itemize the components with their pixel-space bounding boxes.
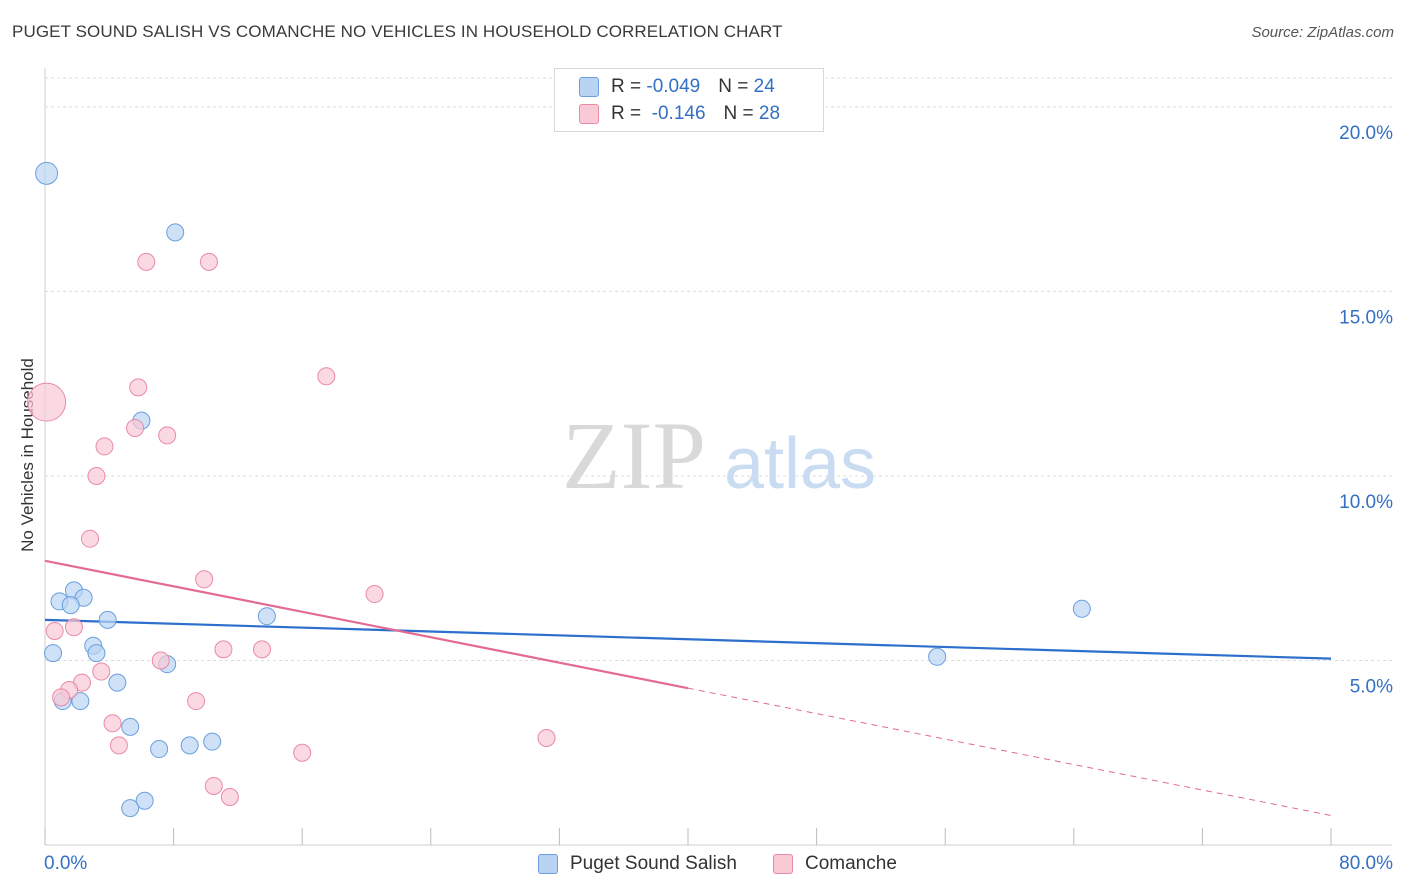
data-point-salish: [1072, 599, 1091, 618]
y-tick-label: 10.0%: [1339, 492, 1393, 513]
data-point-comanche: [151, 651, 170, 670]
bottom-legend-label-salish: Puget Sound Salish: [570, 853, 737, 874]
legend-swatch-comanche: [579, 104, 599, 124]
data-point-salish: [180, 736, 199, 755]
data-point-comanche: [27, 382, 67, 422]
trend-line-pink: [44, 559, 689, 690]
bottom-legend-label-comanche: Comanche: [805, 853, 897, 874]
legend-row-comanche: R = -0.146 N = 28: [579, 102, 780, 126]
watermark: ZIP atlas: [562, 402, 876, 509]
bottom-legend-salish: Puget Sound Salish: [538, 852, 737, 876]
data-point-comanche: [214, 640, 233, 659]
data-point-comanche: [158, 426, 177, 445]
watermark-atlas: atlas: [724, 424, 876, 504]
trend-line-dashed-pink: [687, 687, 1332, 816]
data-point-salish: [203, 732, 222, 751]
trend-line-blue: [44, 618, 1332, 660]
data-point-comanche: [95, 437, 114, 456]
data-point-salish: [108, 673, 127, 692]
data-point-comanche: [204, 776, 223, 795]
legend-swatch-salish: [579, 77, 599, 97]
legend-n-label: N =: [718, 76, 754, 97]
axes: [44, 68, 1392, 846]
data-point-salish: [150, 740, 169, 759]
data-point-salish: [87, 644, 106, 663]
data-point-comanche: [45, 621, 64, 640]
data-point-comanche: [64, 618, 83, 637]
bottom-legend-comanche: Comanche: [773, 852, 897, 876]
data-point-salish: [166, 223, 185, 242]
data-point-comanche: [293, 743, 312, 762]
data-point-salish: [98, 610, 117, 629]
data-point-salish: [121, 799, 140, 818]
data-point-salish: [71, 692, 90, 711]
data-point-comanche: [537, 728, 556, 747]
data-point-comanche: [126, 418, 145, 437]
x-tick-label: 80.0%: [1339, 853, 1393, 874]
data-point-comanche: [195, 570, 214, 589]
data-point-comanche: [129, 378, 148, 397]
chart-title: PUGET SOUND SALISH VS COMANCHE NO VEHICL…: [12, 22, 783, 41]
watermark-zip: ZIP: [562, 402, 706, 509]
y-tick-label: 20.0%: [1339, 123, 1393, 144]
data-point-comanche: [52, 688, 71, 707]
data-point-comanche: [220, 788, 239, 807]
data-point-salish: [257, 607, 276, 626]
data-point-comanche: [81, 529, 100, 548]
source-credit: Source: ZipAtlas.com: [1251, 24, 1394, 41]
data-point-comanche: [365, 585, 384, 604]
data-point-comanche: [199, 252, 218, 271]
data-point-comanche: [187, 692, 206, 711]
data-point-salish: [61, 596, 80, 615]
bottom-legend-swatch-comanche: [773, 854, 793, 874]
data-point-salish: [135, 791, 154, 810]
y-tick-label: 15.0%: [1339, 307, 1393, 328]
data-point-salish: [44, 644, 63, 663]
data-point-comanche: [253, 640, 272, 659]
gridlines: [45, 77, 1392, 661]
data-point-salish: [35, 161, 59, 185]
legend-n-label: N =: [723, 103, 759, 124]
data-point-comanche: [92, 662, 111, 681]
y-tick-label: 5.0%: [1350, 676, 1393, 697]
bottom-legend-swatch-salish: [538, 854, 558, 874]
legend-r-value: -0.146: [646, 103, 706, 124]
data-point-comanche: [87, 466, 106, 485]
data-points: [27, 161, 1091, 818]
legend-row-salish: R = -0.049 N = 24: [579, 75, 775, 99]
legend-n-value: 24: [753, 76, 775, 97]
tick-labels: 5.0% 10.0% 15.0% 20.0% 0.0% 80.0%: [44, 123, 1393, 874]
legend-r-label: R =: [611, 76, 647, 97]
legend-r-label: R =: [611, 103, 647, 124]
legend-n-value: 28: [758, 103, 781, 124]
trend-lines: [44, 559, 1332, 816]
stats-legend: R = -0.049 N = 24 R = -0.146 N = 28: [554, 68, 824, 132]
x-tick-label: 0.0%: [44, 853, 87, 874]
data-point-comanche: [137, 252, 156, 271]
data-point-salish: [928, 647, 947, 666]
data-point-comanche: [103, 714, 122, 733]
legend-r-value: -0.049: [646, 76, 701, 97]
data-point-salish: [121, 717, 140, 736]
data-point-comanche: [109, 736, 128, 755]
data-point-comanche: [317, 367, 336, 386]
